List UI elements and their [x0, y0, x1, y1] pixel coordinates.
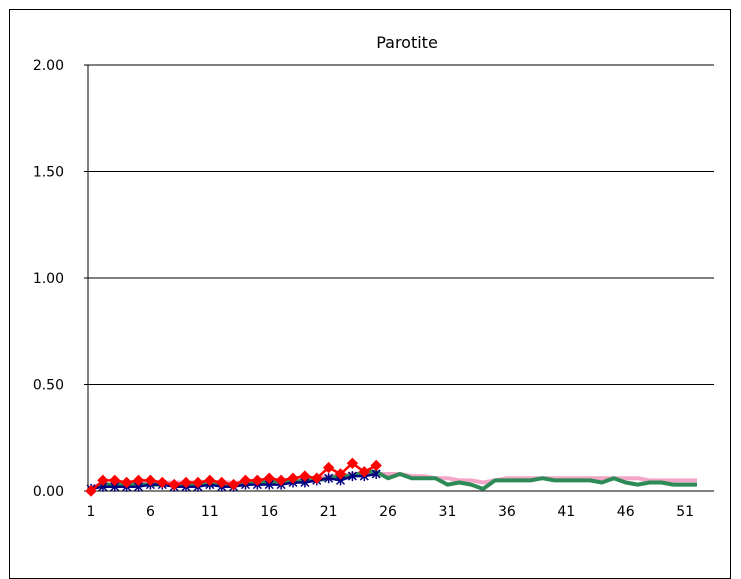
y-tick-label: 0.00 — [33, 484, 64, 500]
x-tick-label: 16 — [260, 504, 278, 520]
x-tick-label: 51 — [676, 504, 694, 520]
x-tick-label: 46 — [617, 504, 635, 520]
gridlines — [88, 65, 714, 385]
chart-title: Parotite — [376, 33, 438, 52]
data-point — [371, 460, 381, 470]
x-tick-label: 1 — [87, 504, 96, 520]
x-tick-label: 41 — [557, 504, 575, 520]
y-tick-label: 1.00 — [33, 271, 64, 287]
x-tick-label: 26 — [379, 504, 397, 520]
series-layer — [86, 458, 697, 496]
y-tick-label: 2.00 — [33, 58, 64, 74]
x-tick-label: 31 — [439, 504, 457, 520]
y-tick-label: 0.50 — [33, 378, 64, 394]
x-tick-label: 21 — [320, 504, 338, 520]
x-tick-label: 11 — [201, 504, 219, 520]
y-tick-label: 1.50 — [33, 165, 64, 181]
x-tick-label: 36 — [498, 504, 516, 520]
x-tick-label: 6 — [146, 504, 155, 520]
y-axis-tick-labels: 2.00 1.50 1.00 0.50 0.00 — [33, 58, 64, 500]
